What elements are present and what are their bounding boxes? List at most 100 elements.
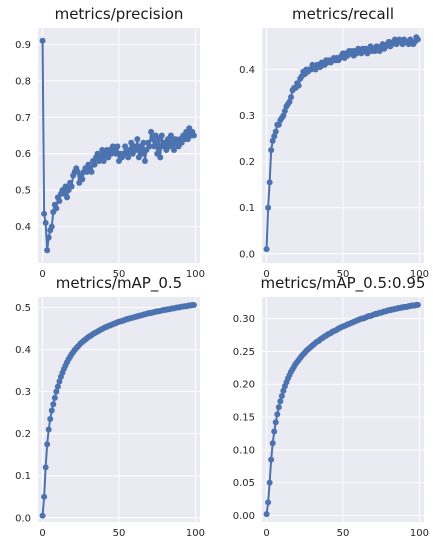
data-point	[272, 128, 279, 135]
data-point	[53, 388, 60, 395]
data-point	[266, 179, 273, 186]
data-point	[47, 415, 54, 422]
x-tick-label: 50	[337, 528, 350, 539]
data-point	[68, 183, 75, 190]
data-point	[134, 136, 141, 143]
y-tick-label: 0.5	[15, 303, 31, 314]
y-tick-label: 0.6	[15, 149, 31, 160]
y-tick-label: 0.3	[15, 387, 31, 398]
data-point	[268, 147, 275, 154]
data-point	[171, 147, 178, 154]
data-point	[54, 383, 61, 390]
data-point	[48, 223, 55, 230]
data-point	[45, 426, 52, 433]
data-point	[48, 407, 55, 414]
y-tick-label: 0.20	[233, 380, 255, 391]
data-point	[157, 154, 164, 161]
data-point	[288, 94, 295, 101]
y-tick-label: 0.4	[15, 345, 31, 356]
y-tick-label: 0.4	[239, 65, 255, 76]
data-point	[50, 401, 57, 408]
y-tick-label: 0.25	[233, 347, 255, 358]
data-point	[263, 511, 270, 518]
y-tick-label: 0.05	[233, 478, 255, 489]
panel-map50: metrics/mAP_0.5 0 50 100 0.0 0.1 0.2 0.3 0.4 0.5	[15, 274, 205, 539]
x-tick-label: 100	[410, 528, 429, 539]
data-point	[278, 393, 285, 400]
y-tick-label: 0.5	[15, 186, 31, 197]
data-point	[269, 137, 276, 144]
data-point	[44, 247, 51, 254]
data-point	[88, 168, 95, 175]
data-point	[140, 139, 147, 146]
x-tick-label: 0	[263, 528, 269, 539]
data-point	[158, 132, 165, 139]
chart-title: metrics/mAP_0.5	[56, 274, 182, 293]
data-point	[272, 419, 279, 426]
x-tick-label: 100	[410, 269, 429, 280]
data-point	[151, 143, 158, 150]
data-point	[132, 147, 139, 154]
panel-recall: metrics/recall 0 50 100 0.0 0.1 0.2 0.3 0.4	[239, 5, 429, 280]
data-point	[280, 112, 287, 119]
data-point	[39, 512, 46, 519]
data-point	[295, 82, 302, 89]
data-point	[100, 157, 107, 164]
data-point	[190, 132, 197, 139]
data-point	[376, 48, 383, 55]
x-tick-label: 0	[39, 528, 45, 539]
data-point	[91, 161, 98, 168]
data-point	[122, 143, 129, 150]
data-point	[277, 398, 284, 405]
y-tick-label: 0.4	[15, 222, 31, 233]
x-tick-label: 50	[337, 269, 350, 280]
data-point	[275, 121, 282, 128]
data-point	[141, 157, 148, 164]
data-point	[148, 128, 155, 135]
x-tick-label: 50	[113, 528, 126, 539]
panel-map5095: metrics/mAP_0.5:0.95 0 50 100 0.00 0.05 0.10 0.…	[233, 274, 429, 539]
data-point	[44, 441, 51, 448]
y-tick-label: 0.1	[15, 471, 31, 482]
data-point	[146, 143, 153, 150]
y-tick-label: 0.9	[15, 40, 31, 51]
data-point	[281, 107, 288, 114]
y-tick-label: 0.1	[239, 203, 255, 214]
y-tick-label: 0.3	[239, 111, 255, 122]
chart-title: metrics/mAP_0.5:0.95	[261, 274, 426, 293]
data-point	[41, 210, 48, 217]
data-point	[51, 394, 58, 401]
data-point	[190, 301, 197, 308]
panel-precision: metrics/precision 0 50 100 0.4 0.5 0.6 0.7 0.8 0.…	[15, 5, 205, 280]
data-point	[268, 456, 275, 463]
chart-title: metrics/precision	[55, 5, 184, 23]
data-point	[286, 98, 293, 105]
data-point	[167, 132, 174, 139]
data-point	[414, 301, 421, 308]
y-tick-label: 0.2	[15, 429, 31, 440]
data-point	[45, 234, 52, 241]
data-point	[312, 66, 319, 73]
data-point	[271, 133, 278, 140]
data-point	[274, 411, 281, 418]
data-point	[414, 36, 421, 43]
x-tick-label: 100	[186, 528, 205, 539]
y-tick-label: 0.2	[239, 157, 255, 168]
data-point	[53, 205, 60, 212]
data-point	[280, 387, 287, 394]
data-point	[263, 246, 270, 253]
y-tick-label: 0.00	[233, 511, 255, 522]
x-tick-label: 100	[186, 269, 205, 280]
data-point	[56, 198, 63, 205]
data-point	[41, 493, 48, 500]
y-tick-label: 0.0	[15, 513, 31, 524]
data-point	[265, 204, 272, 211]
x-tick-label: 0	[39, 269, 45, 280]
data-point	[42, 464, 49, 471]
data-point	[275, 404, 282, 411]
chart-title: metrics/recall	[292, 5, 394, 23]
y-tick-label: 0.8	[15, 76, 31, 87]
data-point	[42, 219, 49, 226]
y-tick-label: 0.10	[233, 445, 255, 456]
